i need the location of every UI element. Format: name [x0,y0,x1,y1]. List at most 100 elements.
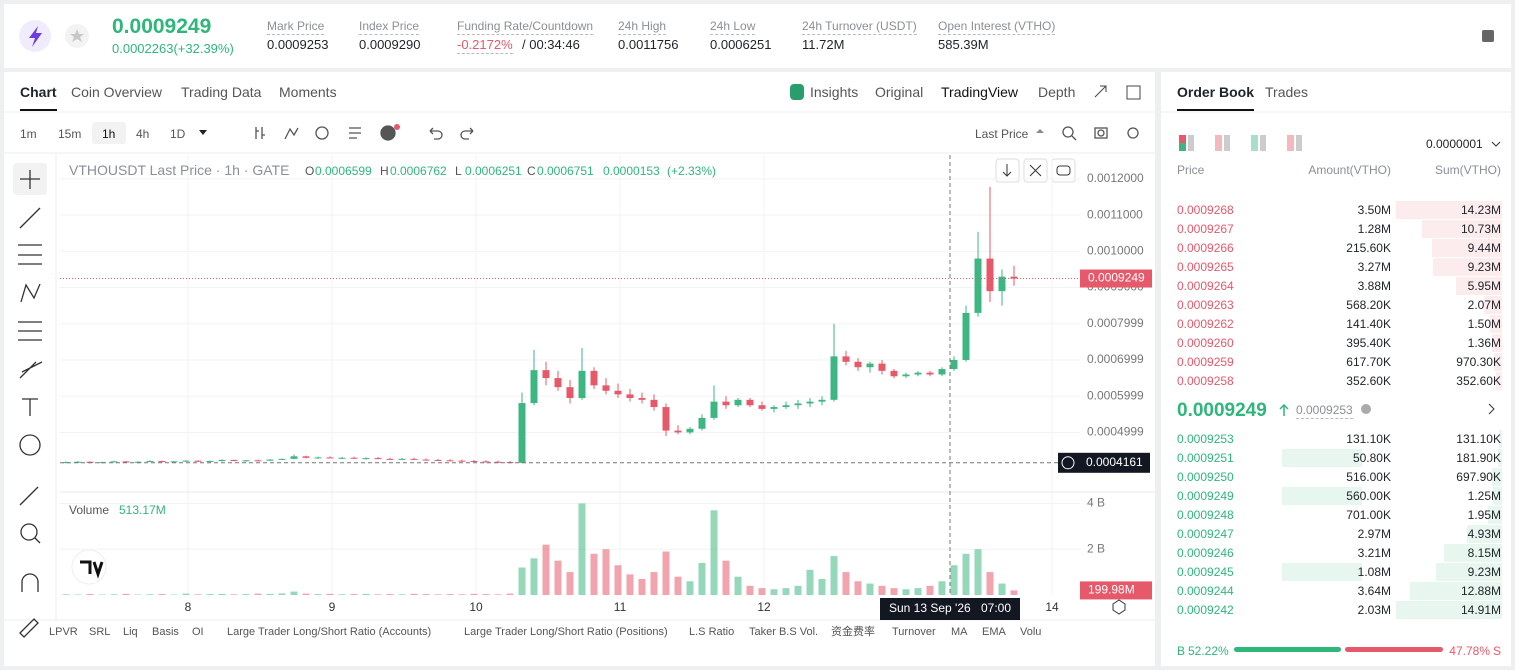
legend-key: H [380,164,389,178]
interval[interactable]: 1D [170,127,186,141]
chart-tab[interactable]: Moments [279,84,337,100]
interval[interactable]: 4h [136,127,150,141]
window-icon[interactable] [1126,85,1141,100]
stat-label[interactable]: Mark Price [267,19,325,35]
book-price[interactable]: 0.0009248 [1177,508,1234,522]
candle-body [854,361,862,368]
chart-buttons[interactable] [995,158,1126,615]
volume-bar [542,544,550,595]
stat-value: 0.0011756 [618,37,679,52]
chart-tab[interactable]: Trading Data [181,84,262,100]
book-tab[interactable]: Trades [1265,84,1309,100]
indicator[interactable]: Taker B.S Vol. [749,626,819,638]
amount-highlight [1282,563,1362,581]
indicator[interactable]: EMA [982,626,1006,638]
indicator[interactable]: OI [192,626,204,638]
book-price[interactable]: 0.0009267 [1177,222,1234,236]
book-price[interactable]: 0.0009253 [1177,432,1234,446]
candle-body [782,405,790,408]
book-price[interactable]: 0.0009244 [1177,584,1234,598]
indicator[interactable]: 资金费率 [831,626,875,638]
book-sum: 9.23M [1467,260,1501,274]
menu-icon[interactable] [1482,30,1494,42]
book-price[interactable]: 0.0009249 [1177,489,1234,503]
expand-icon[interactable] [1094,85,1107,98]
book-price[interactable]: 0.0009260 [1177,336,1234,350]
candle-body [86,461,94,463]
stat-label[interactable]: 24h Turnover (USDT) [802,19,917,35]
indicator[interactable]: Liq [123,626,138,638]
precision[interactable]: 0.0000001 [1426,137,1483,151]
stat-value: 585.39M [938,37,989,52]
drawing-tools[interactable] [13,163,47,638]
book-price[interactable]: 0.0009258 [1177,374,1234,388]
book-price[interactable]: 0.0009264 [1177,279,1234,293]
volume-bar [590,553,598,595]
stat-label[interactable]: 24h High [618,19,667,35]
book-amount: 3.21M [1357,546,1391,560]
stat-label[interactable]: 24h Low [710,19,756,35]
caret[interactable] [1491,141,1501,147]
book-sum: 970.30K [1456,355,1501,369]
book-amount: 131.10K [1346,432,1391,446]
book-price[interactable]: 0.0009250 [1177,470,1234,484]
stat-label[interactable]: Open Interest (VTHO) [938,19,1056,35]
indicator[interactable]: Basis [152,626,179,638]
chevron[interactable] [1488,403,1495,415]
order-book-mode-icons[interactable] [1179,135,1302,151]
view-tab[interactable]: TradingView [941,84,1019,100]
book-price[interactable]: 0.0009247 [1177,527,1234,541]
depth-bar [1436,563,1502,581]
depth-bar [1467,525,1502,543]
depth-bar [1410,582,1502,600]
y-tick-label: 0.0005999 [1087,388,1144,402]
legend-value: 0.0006762 [390,164,447,178]
indicator[interactable]: Large Trader Long/Short Ratio (Accounts) [227,626,432,638]
chart-tab[interactable]: Chart [20,84,57,111]
crosshair-plus [1061,456,1075,470]
indicator[interactable]: Turnover [892,626,936,638]
book-sum: 131.10K [1456,432,1501,446]
book-price[interactable]: 0.0009251 [1177,451,1234,465]
sell-tag: S [1492,644,1501,658]
candle-body [650,399,658,408]
candle-body [230,459,238,462]
volume-bar [806,569,814,595]
stat-label[interactable]: Index Price [359,19,420,35]
stat-label[interactable]: Funding Rate/Countdown [457,19,594,35]
book-price[interactable]: 0.0009265 [1177,260,1234,274]
volume-bar [494,594,502,595]
interval[interactable]: 15m [58,127,82,141]
book-price[interactable]: 0.0009266 [1177,241,1234,255]
view-tab[interactable]: Insights [810,84,859,100]
book-price[interactable]: 0.0009262 [1177,317,1234,331]
toolbar-icons[interactable] [255,125,1139,141]
interval[interactable]: 1h [102,127,116,141]
volume-bar [86,594,94,595]
indicator[interactable]: LPVR [49,626,78,638]
book-price[interactable]: 0.0009268 [1177,203,1234,217]
indicator[interactable]: Large Trader Long/Short Ratio (Positions… [464,626,668,638]
legend-change-pct: (+2.33%) [667,164,717,178]
book-price[interactable]: 0.0009259 [1177,355,1234,369]
view-tab[interactable]: Original [875,84,924,100]
view-tab[interactable]: Depth [1038,84,1076,100]
book-price[interactable]: 0.0009245 [1177,565,1234,579]
volume-current: 513.17M [119,503,166,517]
volume-bar [614,565,622,595]
volume-bar [470,593,478,595]
x-tick-label: 12 [757,600,771,614]
book-price[interactable]: 0.0009242 [1177,603,1234,617]
price-type[interactable]: Last Price [975,127,1029,141]
volume-bar [374,594,382,595]
book-tab[interactable]: Order Book [1177,84,1255,111]
chart-tab[interactable]: Coin Overview [71,84,163,100]
indicator[interactable]: L.S Ratio [689,626,735,638]
indicator[interactable]: Volu [1020,626,1042,638]
book-price[interactable]: 0.0009246 [1177,546,1234,560]
indicator[interactable]: MA [951,626,968,638]
book-amount: 516.00K [1346,470,1391,484]
indicator[interactable]: SRL [89,626,111,638]
book-price[interactable]: 0.0009263 [1177,298,1234,312]
interval[interactable]: 1m [20,127,37,141]
